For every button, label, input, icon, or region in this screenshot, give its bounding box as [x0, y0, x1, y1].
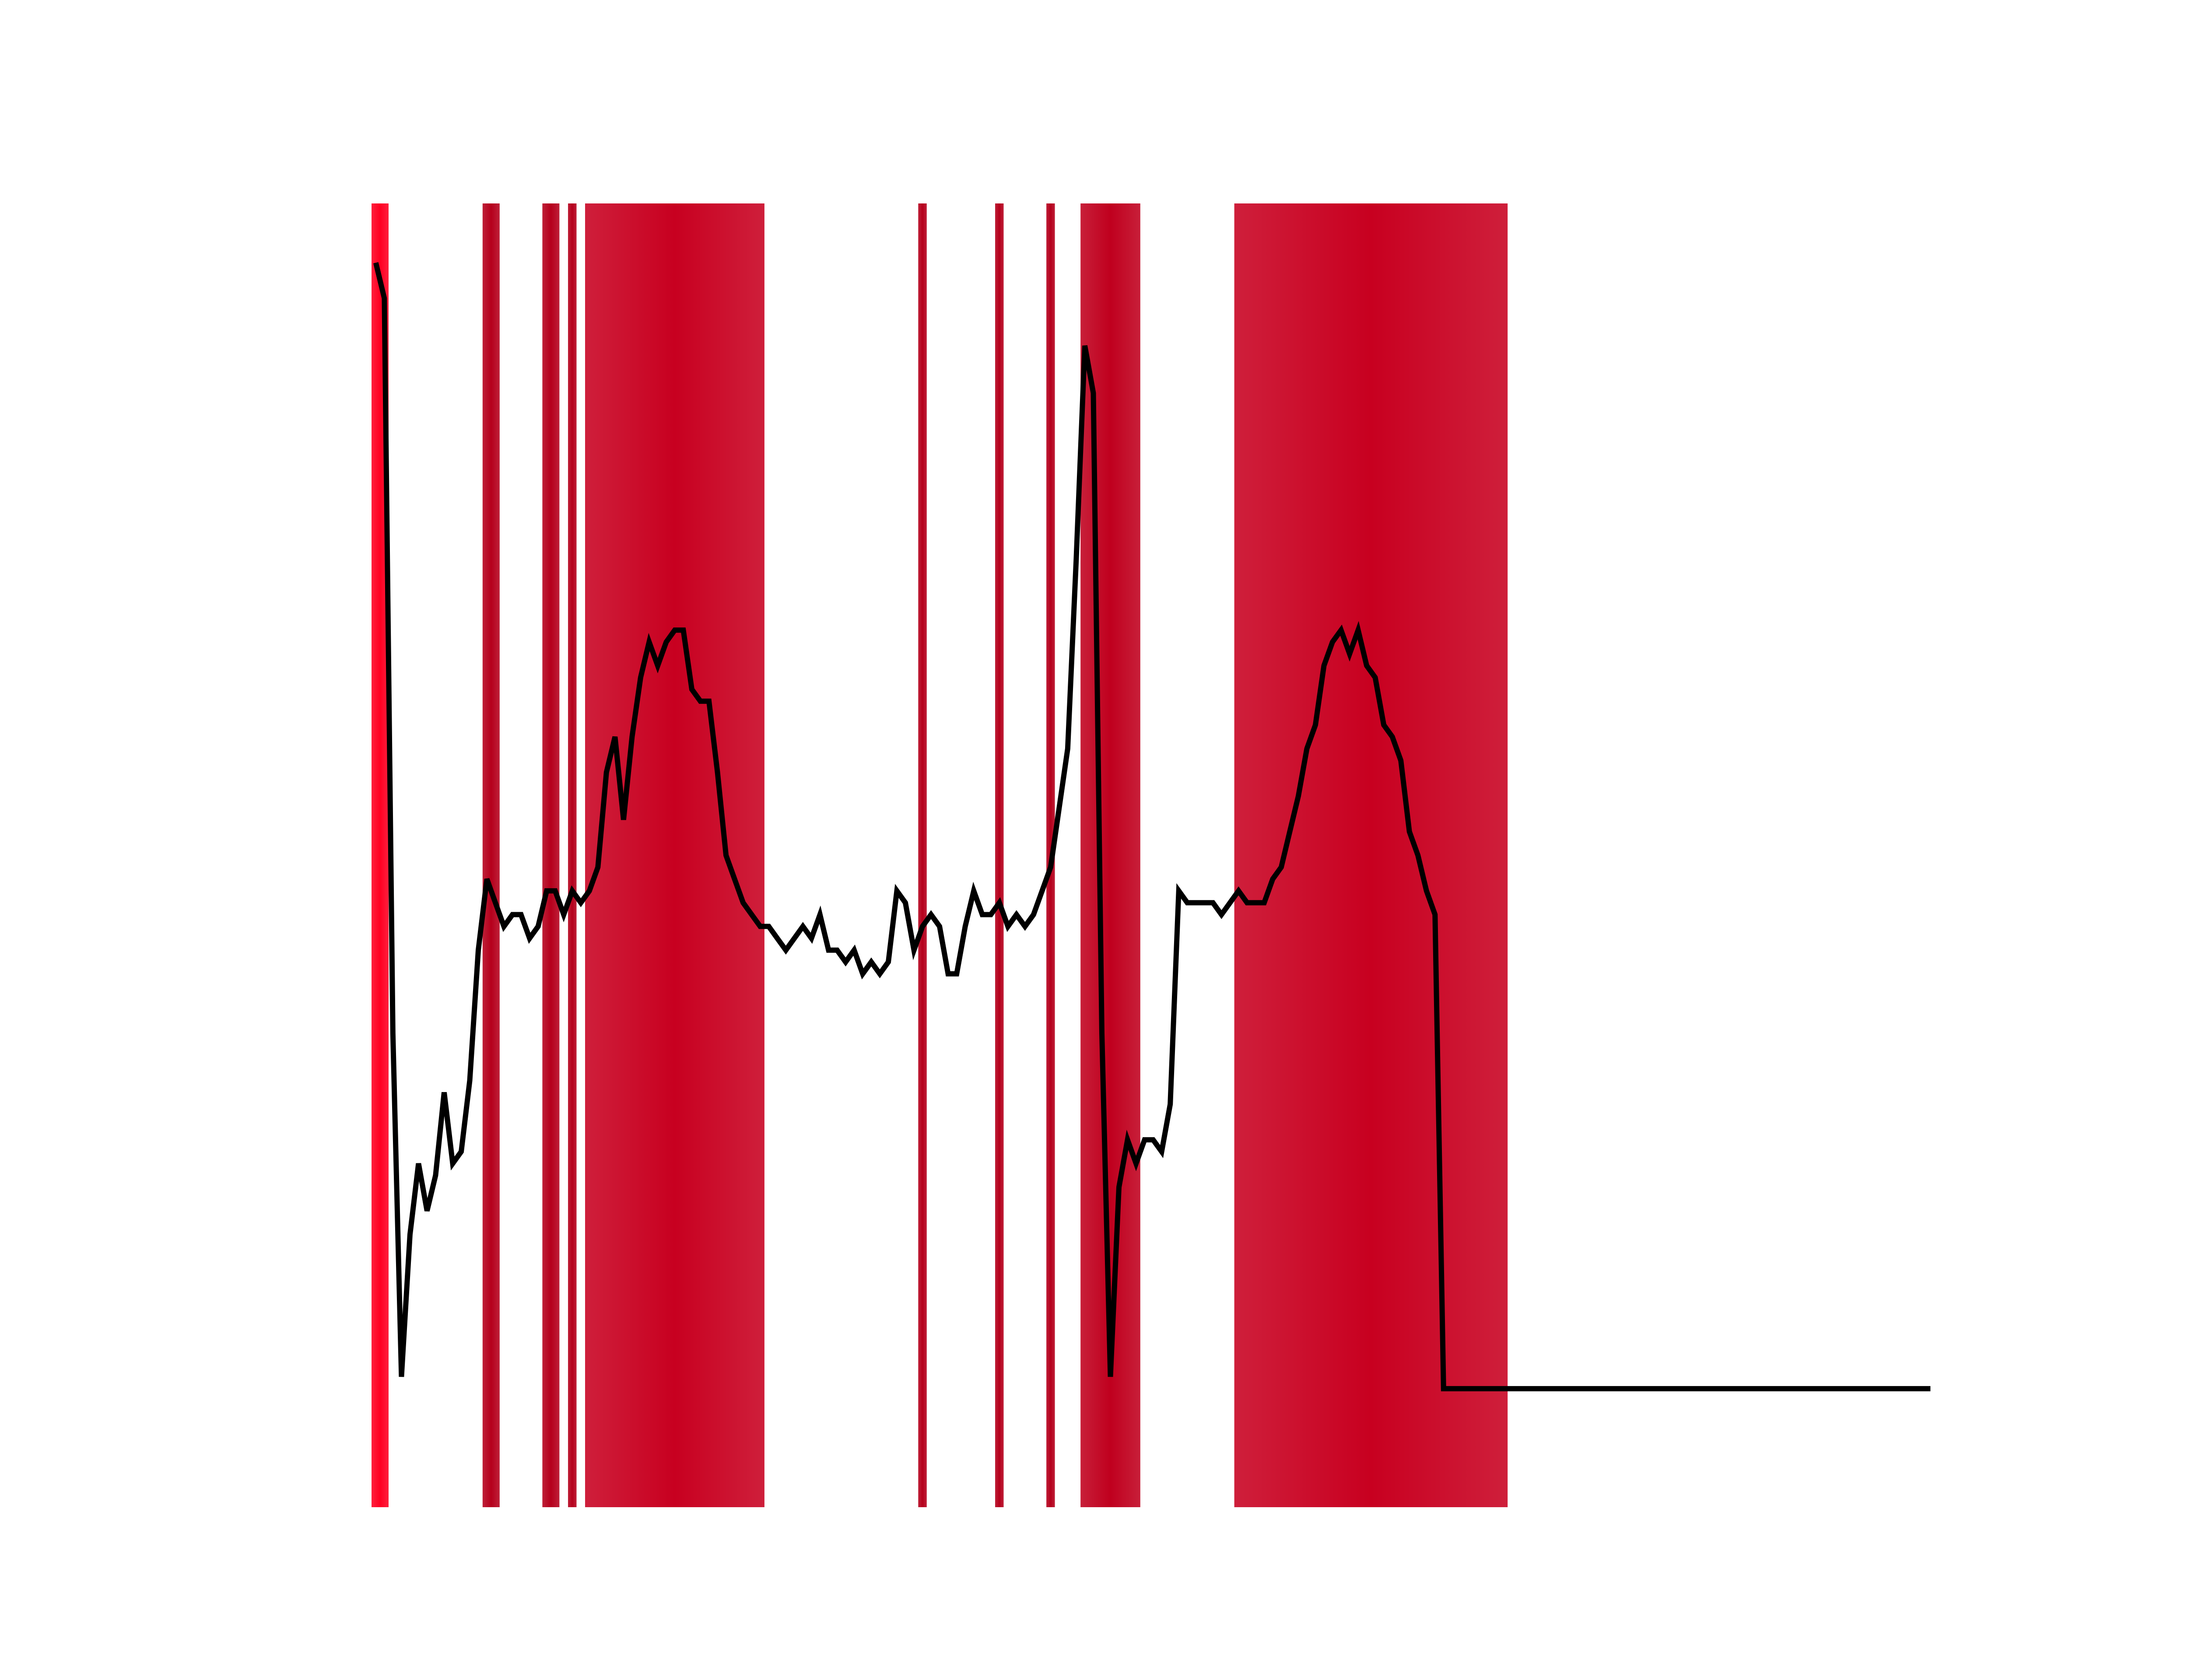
- highlight-band-5: [585, 203, 764, 1507]
- series-line-1: [373, 262, 1931, 1392]
- highlight-band-3: [542, 203, 560, 1507]
- highlight-band-2: [482, 203, 500, 1507]
- series-line-layer: [373, 262, 1931, 1392]
- highlight-band-10: [1234, 203, 1508, 1507]
- highlight-band-6: [918, 203, 927, 1507]
- highlight-band-4: [568, 203, 577, 1507]
- highlight-bands: [372, 203, 1508, 1507]
- highlight-band-7: [995, 203, 1004, 1507]
